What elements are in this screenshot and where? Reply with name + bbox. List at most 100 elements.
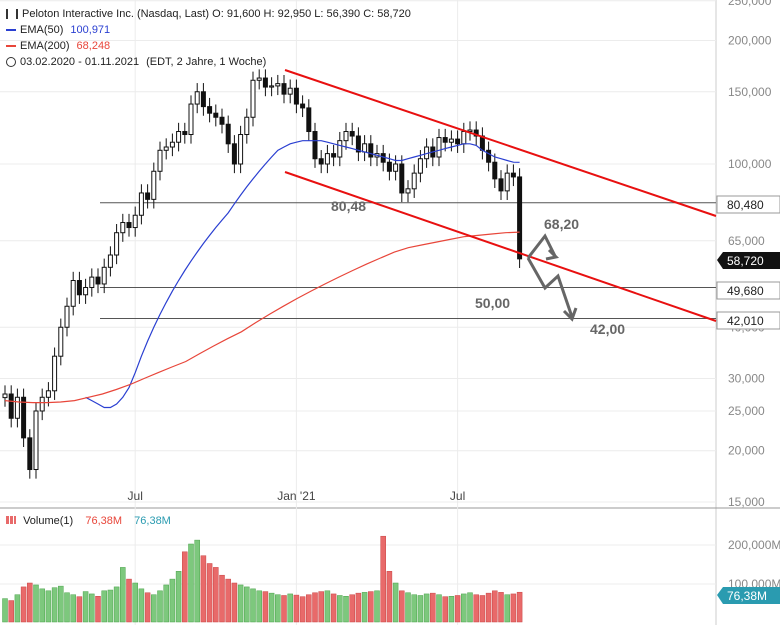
candle-body (8, 393, 14, 419)
candle-body (331, 153, 337, 158)
volume-bar (405, 592, 411, 623)
volume-bar (479, 595, 486, 623)
volume-bar (132, 582, 138, 623)
volume-bar (169, 578, 176, 623)
candle-body (231, 143, 237, 165)
volume-bar (492, 590, 498, 623)
candle-body (411, 172, 417, 190)
svg-text:49,680: 49,680 (727, 284, 764, 298)
candle-body (95, 276, 101, 285)
volume-bar (250, 588, 256, 623)
volume-bar (157, 590, 163, 623)
candle-body (473, 129, 479, 137)
volume-bar (231, 582, 238, 623)
volume-bar (39, 588, 45, 623)
volume-bar (516, 591, 523, 623)
volume-bar (467, 592, 473, 623)
volume-bar (14, 594, 21, 623)
candle-body (21, 396, 27, 439)
candle-body (176, 131, 182, 143)
candle-body (182, 131, 188, 136)
clock-icon (6, 57, 16, 67)
volume-bar (361, 592, 368, 623)
y-tick-label: 20,000 (728, 444, 765, 458)
svg-text:58,720: 58,720 (727, 254, 764, 268)
volume-bar (33, 584, 39, 623)
candle-body (362, 143, 368, 153)
legend-ema50-row: EMA(50) 100,971 (6, 22, 411, 38)
candle-body (337, 140, 343, 158)
candle-body (256, 77, 262, 81)
candles-icon (6, 9, 18, 19)
volume-bar (70, 594, 76, 623)
candle-body (448, 138, 454, 143)
candle-body (250, 79, 256, 118)
volume-bar (262, 591, 269, 623)
volume-bar (51, 587, 58, 623)
ema50-label: EMA(50) (20, 24, 64, 36)
y-tick-label: 30,000 (728, 372, 765, 386)
volume-bar (200, 555, 207, 623)
volume-bar (151, 594, 157, 623)
volume-bar (417, 595, 424, 623)
legend-title-row: Peloton Interactive Inc. (Nasdaq, Last) … (6, 6, 411, 22)
volume-bar (293, 594, 300, 623)
arrow-down-head (562, 307, 578, 322)
y-tick-label: 250,000 (728, 0, 772, 8)
candle-body (52, 355, 58, 392)
volume-bar (2, 598, 8, 623)
volume-bar (281, 595, 287, 623)
volume-bar (461, 593, 467, 623)
volume-bar (349, 594, 355, 623)
y-tick-label: 65,000 (728, 234, 765, 248)
volume-bar (287, 593, 293, 623)
candles (2, 69, 523, 479)
candle-body (138, 192, 144, 216)
candle-body (213, 112, 219, 118)
candle-body (151, 170, 157, 200)
grid (0, 0, 716, 625)
volume-bar (299, 596, 306, 623)
volume-bar (237, 584, 244, 623)
volume-bar (45, 590, 52, 623)
candle-body (169, 141, 175, 148)
candle-body (318, 158, 324, 165)
volume-bar (20, 586, 27, 623)
volume-bar (175, 571, 182, 623)
svg-text:76,38M: 76,38M (727, 589, 767, 603)
volume-legend: Volume(1) 76,38M 76,38M (6, 515, 171, 527)
candle-body (455, 138, 461, 145)
annotation-42: 42,00 (590, 321, 625, 337)
volume-bar (312, 592, 318, 623)
candle-body (163, 146, 169, 151)
volume-bars-icon (6, 516, 16, 524)
candle-body (393, 163, 399, 172)
candle-body (405, 188, 411, 194)
volume-bar (411, 594, 417, 623)
candle-body (200, 91, 206, 108)
volume-bar (399, 590, 405, 623)
volume-bar (101, 590, 107, 623)
volume-bar (188, 543, 194, 623)
svg-text:80,480: 80,480 (727, 198, 764, 212)
candle-body (76, 280, 82, 296)
chart-legend: Peloton Interactive Inc. (Nasdaq, Last) … (6, 6, 411, 70)
svg-text:42,010: 42,010 (727, 314, 764, 328)
candle-body (349, 131, 355, 137)
candle-body (2, 393, 8, 399)
trend-channel (284, 69, 717, 322)
ema200-label: EMA(200) (20, 40, 70, 52)
volume-bar (194, 539, 200, 623)
candle-body (194, 91, 200, 105)
volume-bar (454, 595, 461, 623)
volume-bar (182, 551, 188, 623)
volume-bar (510, 593, 517, 623)
candle-body (262, 77, 268, 88)
candle-body (287, 87, 293, 95)
candle-body (467, 129, 473, 133)
volume-bar (504, 594, 510, 623)
candle-body (343, 131, 349, 142)
volume-bar (380, 535, 386, 623)
